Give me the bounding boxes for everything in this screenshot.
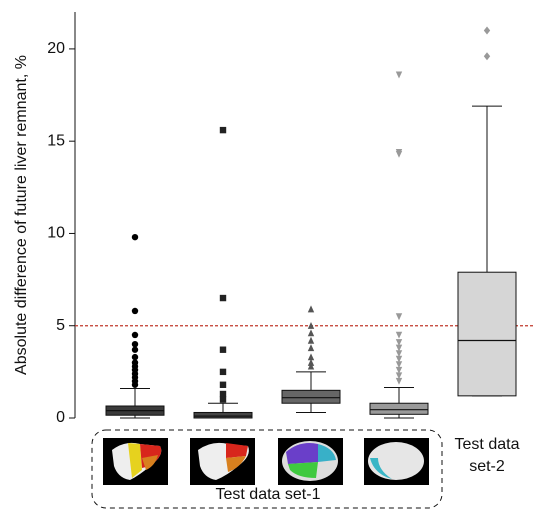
box bbox=[281, 389, 341, 404]
box bbox=[457, 271, 517, 397]
outlier bbox=[307, 336, 315, 344]
x-tick-label: Test data set-2 bbox=[455, 436, 520, 475]
y-tick-label: 5 bbox=[56, 317, 65, 334]
box bbox=[369, 402, 429, 415]
outlier bbox=[131, 340, 139, 348]
y-tick-label: 0 bbox=[56, 409, 65, 426]
outlier bbox=[395, 355, 403, 363]
outlier bbox=[395, 71, 403, 79]
outlier bbox=[131, 307, 139, 315]
outlier bbox=[131, 359, 139, 366]
y-tick-label: 10 bbox=[47, 225, 65, 242]
group-frame bbox=[91, 429, 443, 509]
outlier bbox=[395, 377, 403, 385]
outlier bbox=[219, 390, 227, 398]
outlier bbox=[219, 381, 227, 388]
group-label: Test data set-1 bbox=[216, 486, 321, 503]
y-tick-label: 15 bbox=[47, 132, 65, 149]
outlier bbox=[307, 322, 315, 329]
outlier bbox=[131, 353, 139, 361]
outlier bbox=[219, 368, 227, 376]
outlier bbox=[395, 331, 403, 339]
outlier bbox=[483, 52, 491, 61]
outlier bbox=[307, 344, 315, 352]
outlier bbox=[395, 361, 403, 369]
outlier bbox=[307, 305, 315, 313]
outlier bbox=[395, 366, 403, 374]
liver-images bbox=[103, 438, 429, 485]
box bbox=[193, 411, 253, 419]
outlier bbox=[219, 126, 227, 134]
outlier bbox=[219, 294, 227, 302]
outlier bbox=[395, 350, 403, 358]
outlier bbox=[395, 339, 403, 347]
y-tick-label: 20 bbox=[47, 40, 65, 57]
outlier bbox=[483, 26, 491, 35]
outlier bbox=[219, 346, 227, 353]
outlier bbox=[307, 362, 315, 370]
outlier bbox=[395, 344, 403, 352]
outlier bbox=[131, 233, 139, 241]
outlier bbox=[131, 331, 139, 339]
outlier bbox=[307, 353, 315, 361]
outlier bbox=[219, 396, 227, 403]
outlier bbox=[131, 346, 139, 353]
outlier bbox=[307, 358, 315, 366]
outlier bbox=[395, 372, 403, 380]
outlier bbox=[307, 329, 315, 337]
outlier bbox=[395, 313, 403, 321]
y-axis-label: Absolute difference of future liver remn… bbox=[13, 55, 30, 375]
outlier bbox=[395, 149, 403, 156]
